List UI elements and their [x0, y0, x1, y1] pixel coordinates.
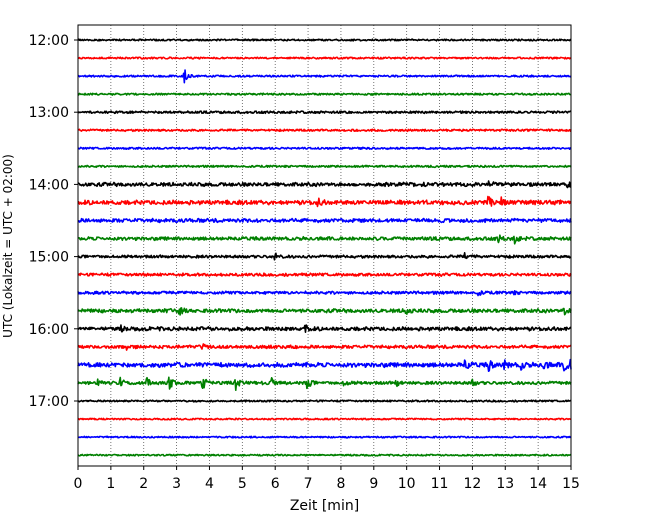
trace-1315 — [77, 128, 572, 133]
trace-1645 — [77, 376, 572, 392]
y-tick-label-17:00: 17:00 — [29, 394, 69, 410]
x-tick-label-8: 8 — [336, 476, 345, 492]
x-tick-label-4: 4 — [205, 476, 214, 492]
trace-1700 — [77, 399, 572, 403]
x-tick-label-1: 1 — [106, 476, 115, 492]
x-tick-label-12: 12 — [463, 476, 481, 492]
plot-frame — [77, 24, 572, 467]
trace-1615 — [77, 343, 572, 351]
trace-1400 — [77, 180, 572, 189]
y-tick-label-16:00: 16:00 — [29, 322, 69, 338]
x-tick-label-0: 0 — [74, 476, 83, 492]
trace-1330 — [77, 146, 572, 151]
x-tick-label-15: 15 — [562, 476, 580, 492]
x-tick-label-3: 3 — [172, 476, 181, 492]
x-axis-label: Zeit [min] — [290, 498, 359, 514]
trace-1445 — [77, 234, 572, 245]
trace-1215 — [77, 56, 572, 60]
trace-1230 — [77, 69, 572, 84]
x-tick-label-10: 10 — [398, 476, 416, 492]
y-tick-label-13:00: 13:00 — [29, 105, 69, 121]
trace-1630 — [77, 358, 572, 373]
x-axis-ticks: 0 1 2 3 4 5 6 7 8 9 10 11 12 13 14 15 — [74, 466, 580, 492]
x-tick-label-6: 6 — [271, 476, 280, 492]
y-tick-label-14:00: 14:00 — [29, 177, 69, 193]
trace-1730 — [77, 435, 572, 439]
trace-1715 — [77, 417, 572, 421]
trace-1500 — [77, 252, 572, 261]
trace-1300 — [77, 110, 572, 115]
plot-background — [78, 25, 571, 466]
trace-1430 — [77, 217, 572, 224]
trace-1415 — [77, 195, 572, 208]
x-tick-label-5: 5 — [238, 476, 247, 492]
trace-1745 — [77, 453, 572, 457]
y-axis-label: UTC (Lokalzeit = UTC + 02:00) — [1, 154, 15, 338]
trace-series — [77, 38, 572, 457]
x-tick-label-11: 11 — [431, 476, 449, 492]
y-axis-ticks: 12:00 13:00 14:00 15:00 16:00 17:00 — [29, 33, 78, 410]
trace-1245 — [77, 92, 572, 96]
trace-1545 — [77, 307, 572, 316]
trace-1345 — [77, 164, 572, 169]
x-tick-label-13: 13 — [496, 476, 514, 492]
trace-1530 — [77, 289, 572, 297]
x-tick-label-2: 2 — [139, 476, 148, 492]
trace-1600 — [77, 324, 572, 333]
x-tick-label-9: 9 — [369, 476, 378, 492]
y-tick-label-12:00: 12:00 — [29, 33, 69, 49]
x-tick-label-7: 7 — [304, 476, 313, 492]
trace-1200 — [77, 38, 572, 42]
trace-1515 — [77, 272, 572, 277]
y-tick-label-15:00: 15:00 — [29, 250, 69, 266]
x-tick-label-14: 14 — [529, 476, 547, 492]
